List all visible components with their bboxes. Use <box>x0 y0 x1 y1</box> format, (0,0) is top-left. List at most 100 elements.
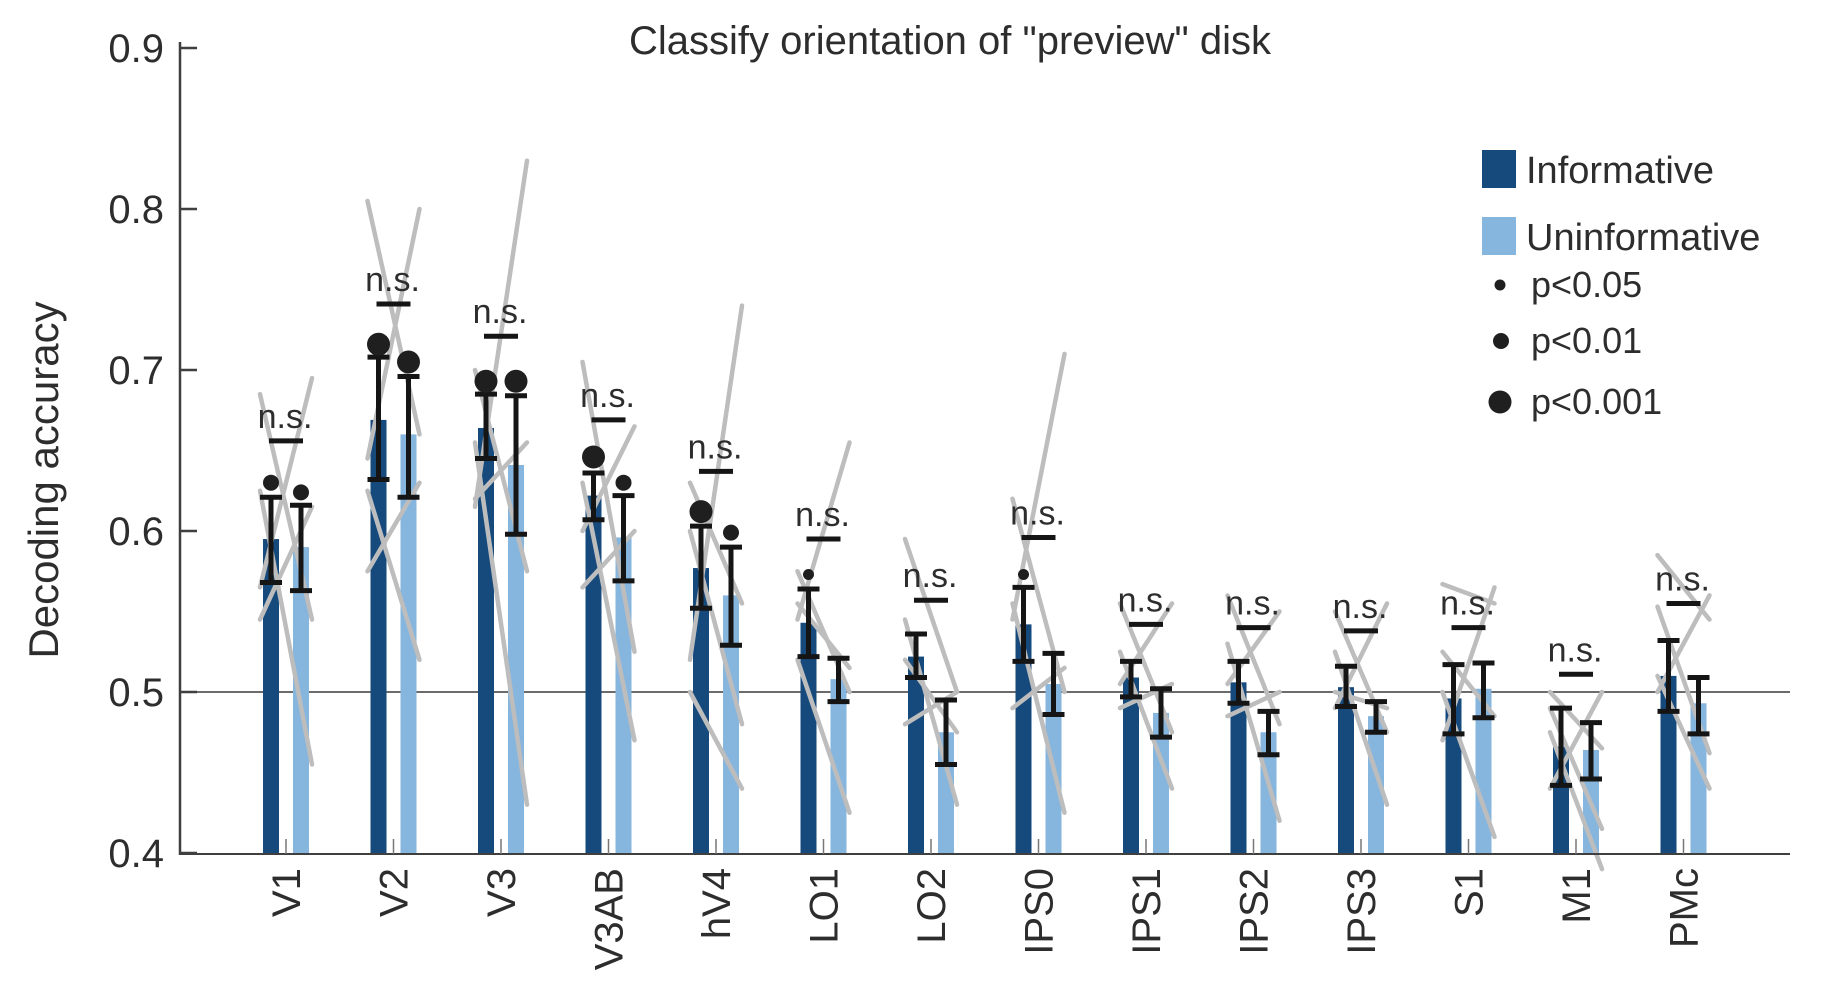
errorbar-uninformative-PMc <box>1687 675 1710 737</box>
ns-text-V2: n.s. <box>365 261 420 299</box>
subject-line-LO2-1 <box>902 536 960 695</box>
errorbar-informative-V3AB <box>582 470 605 523</box>
bar-informative-IPS3 <box>1338 687 1354 854</box>
errorbar-uninformative-IPS1 <box>1150 686 1172 740</box>
errorbar-uninformative-V1 <box>290 502 312 594</box>
x-tick-label-LO2: LO2 <box>910 868 954 944</box>
sig-dot-hV4-informative-icon <box>689 500 713 524</box>
subject-line-LO2-4 <box>902 689 960 727</box>
errorbar-uninformative-LO2 <box>935 697 957 767</box>
legend-dot-p01-icon <box>1493 333 1509 349</box>
errorbar-uninformative-V3 <box>505 393 527 537</box>
y-tick-label-0.5: 0.5 <box>108 671 164 715</box>
y-tick-label-0.7: 0.7 <box>108 349 164 393</box>
errorbar-informative-IPS0 <box>1012 584 1035 664</box>
y-tick-label-0.9: 0.9 <box>108 27 164 71</box>
sig-dot-V3-informative-icon <box>474 369 498 393</box>
bar-informative-PMc <box>1660 675 1677 854</box>
subject-line-S1-1 <box>1440 581 1497 606</box>
ns-text-S1: n.s. <box>1440 585 1495 623</box>
ns-text-V1: n.s. <box>258 398 313 436</box>
subject-line-IPS2-4 <box>1225 689 1282 719</box>
errorbar-informative-IPS2 <box>1227 658 1250 706</box>
x-tick-label-IPS3: IPS3 <box>1340 868 1384 955</box>
errorbar-informative-IPS3 <box>1335 663 1357 709</box>
legend-label-p001: p<0.001 <box>1531 381 1662 422</box>
ns-text-IPS0: n.s. <box>1010 494 1065 532</box>
plot-area: n.s. n.s. n.s. n.s. n.s. n.s. n.s. n.s. n.s. n.s.… <box>108 27 1790 970</box>
legend-label-p01: p<0.01 <box>1531 320 1642 361</box>
sig-dot-IPS0-informative-icon <box>1018 568 1029 580</box>
bar-uninformative-IPS3 <box>1368 716 1384 854</box>
bar-informative-V3AB <box>585 495 602 854</box>
sig-dot-V1-informative-icon <box>263 474 279 491</box>
sig-dot-V3AB-uninformative-icon <box>615 474 632 491</box>
y-axis-label: Decoding accuracy <box>20 301 67 658</box>
sig-dot-V3-uninformative-icon <box>504 369 528 393</box>
ns-text-IPS2: n.s. <box>1225 585 1280 623</box>
legend-swatch-informative <box>1482 150 1516 188</box>
legend-label-uninformative: Uninformative <box>1526 217 1760 259</box>
bar-uninformative-LO1 <box>830 679 847 854</box>
errorbar-uninformative-LO1 <box>827 655 850 705</box>
ns-text-M1: n.s. <box>1548 631 1603 669</box>
x-tick-label-V3AB: V3AB <box>588 868 632 970</box>
subject-line-V2-3 <box>365 488 422 663</box>
sig-dot-hV4-uninformative-icon <box>723 524 739 541</box>
x-tick-label-S1: S1 <box>1448 868 1492 917</box>
errorbar-informative-hV4 <box>690 523 712 611</box>
bar-uninformative-V2 <box>400 434 417 854</box>
errorbar-uninformative-hV4 <box>720 544 742 648</box>
bar-informative-LO2 <box>908 656 924 854</box>
sig-dot-V2-uninformative-icon <box>397 350 420 374</box>
errorbar-informative-IPS1 <box>1120 658 1142 700</box>
ns-text-hV4: n.s. <box>688 428 743 466</box>
legend-dot-p001-icon <box>1488 390 1512 414</box>
bar-informative-IPS1 <box>1123 677 1139 854</box>
subject-line-V3-3 <box>472 440 530 807</box>
errorbar-informative-V1 <box>260 494 282 586</box>
subject-line-IPS0-2 <box>1010 351 1067 622</box>
x-tick-label-IPS0: IPS0 <box>1018 868 1062 955</box>
ns-text-LO2: n.s. <box>903 557 958 595</box>
ns-text-V3: n.s. <box>473 293 528 331</box>
y-tick-label-0.6: 0.6 <box>108 510 164 554</box>
ns-text-IPS1: n.s. <box>1118 581 1173 619</box>
sig-dot-V1-uninformative-icon <box>293 484 309 501</box>
chart-title: Classify orientation of "preview" disk <box>629 19 1272 63</box>
subject-line-V3AB-3 <box>580 480 637 743</box>
ns-text-PMc: n.s. <box>1655 560 1710 598</box>
ns-text-V3AB: n.s. <box>580 377 635 415</box>
errorbar-informative-LO1 <box>797 586 820 660</box>
errorbar-informative-M1 <box>1550 705 1572 788</box>
errorbar-uninformative-IPS3 <box>1365 699 1387 735</box>
errorbar-uninformative-S1 <box>1472 660 1495 721</box>
x-tick-label-hV4: hV4 <box>695 868 739 939</box>
errorbar-informative-LO2 <box>905 631 927 681</box>
bar-informative-V1 <box>263 539 279 854</box>
sig-dot-V2-informative-icon <box>367 332 390 356</box>
bar-informative-IPS0 <box>1015 624 1032 854</box>
errorbar-informative-PMc <box>1657 637 1680 714</box>
x-tick-label-V1: V1 <box>265 868 309 917</box>
ns-text-LO1: n.s. <box>795 496 850 534</box>
errorbar-uninformative-IPS2 <box>1257 708 1280 758</box>
subject-line-V3AB-1 <box>580 359 637 654</box>
errorbar-informative-S1 <box>1442 662 1465 737</box>
errorbar-uninformative-V3AB <box>612 493 635 584</box>
legend-swatch-uninformative <box>1482 217 1516 255</box>
legend: Informative Uninformative p<0.05 p<0.01 … <box>1482 150 1760 422</box>
bar-uninformative-PMc <box>1690 703 1707 854</box>
y-tick-label-0.8: 0.8 <box>108 188 164 232</box>
legend-label-informative: Informative <box>1526 150 1714 192</box>
errorbar-uninformative-V2 <box>397 373 420 500</box>
x-tick-label-PMc: PMc <box>1663 868 1707 948</box>
errorbar-uninformative-M1 <box>1580 720 1602 782</box>
ns-text-IPS3: n.s. <box>1333 588 1388 626</box>
subject-line-LO1-3 <box>795 657 852 815</box>
sig-dot-LO1-informative-icon <box>803 568 814 580</box>
bar-informative-IPS2 <box>1230 682 1247 854</box>
x-tick-label-V3: V3 <box>480 868 524 917</box>
